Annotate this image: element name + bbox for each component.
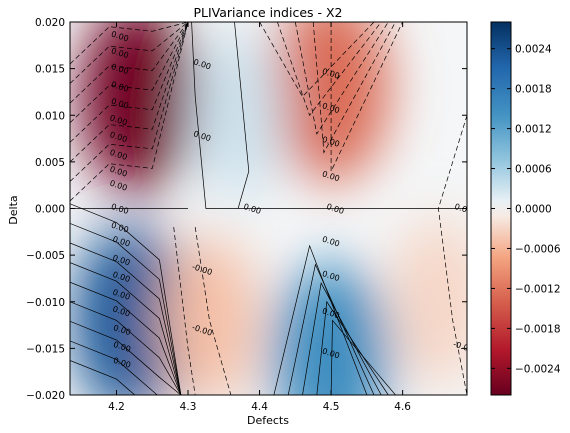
- x-axis-label: Defects: [247, 414, 289, 427]
- colorbar-ticks: 0.0024 0.0018 0.0012 0.0006 0.0000 −0.0006 −0.…: [491, 44, 561, 375]
- contour-line: [259, 22, 375, 98]
- y-tick-label: −0.020: [26, 390, 65, 402]
- heatmap-region-4: [190, 30, 287, 201]
- heatmap-plot-area: 0.000.000.000.000.000.000.000.000.000.00…: [70, 22, 467, 395]
- colorbar-tick-label: −0.0006: [515, 243, 561, 255]
- contour-line: [70, 22, 189, 163]
- y-tick-label: 0.000: [35, 204, 65, 216]
- contour-line: [316, 300, 389, 395]
- contour-line: [287, 263, 375, 395]
- contour-line: [70, 22, 189, 182]
- contour-line: [70, 22, 189, 143]
- heatmap-region-2: [72, 225, 189, 395]
- heatmap-region-3: [273, 262, 390, 395]
- x-tick-label: 4.5: [323, 401, 340, 413]
- contour-line: [70, 340, 181, 395]
- heatmap-region-6: [390, 216, 467, 387]
- x-tick-label: 4.2: [108, 401, 125, 413]
- y-tick-label: −0.005: [26, 250, 65, 262]
- y-tick-label: 0.010: [35, 110, 65, 122]
- contour-line: [277, 22, 382, 117]
- y-tick-label: 0.020: [35, 17, 65, 29]
- contour-line: [70, 223, 182, 395]
- x-tick-label: 4.6: [394, 401, 411, 413]
- y-tick-label: −0.015: [26, 343, 65, 355]
- y-tick-label: 0.005: [35, 157, 65, 169]
- colorbar-tick-label: 0.0012: [515, 124, 552, 136]
- heatmap-field: [72, 22, 467, 395]
- y-tick-label: −0.010: [26, 297, 65, 309]
- contour-line: [70, 22, 189, 104]
- contour-line: [70, 203, 182, 395]
- contour-line: [302, 282, 382, 395]
- y-axis-ticks: −0.020 −0.015 −0.010 −0.005 0.000 0.005 0.010 0…: [26, 17, 467, 402]
- colorbar-tick-label: −0.0018: [515, 323, 561, 335]
- x-tick-label: 4.3: [180, 401, 197, 413]
- heatmap-region-0: [79, 22, 196, 192]
- contour-line: [191, 22, 467, 209]
- chart-title: PLIVariance indices - X2: [193, 5, 342, 20]
- y-axis-label: Delta: [7, 195, 20, 224]
- contour-line: [70, 262, 182, 395]
- contour-line: [273, 244, 368, 395]
- contour-line: [330, 319, 396, 395]
- contour-line: [173, 227, 196, 395]
- contour-line: [70, 360, 181, 395]
- colorbar-tick-label: 0.0024: [515, 44, 552, 56]
- colorbar-tick-label: −0.0024: [515, 363, 561, 375]
- contour-line: [70, 22, 189, 84]
- colorbar-tick-label: 0.0000: [515, 204, 552, 216]
- contour-lines: [70, 22, 467, 395]
- y-tick-label: 0.015: [35, 64, 65, 76]
- contour-line: [234, 22, 250, 209]
- x-tick-label: 4.4: [251, 401, 268, 413]
- contour-line: [438, 115, 467, 395]
- contour-line: [70, 242, 182, 395]
- heatmap-region-5: [161, 235, 258, 395]
- colorbar-tick-label: −0.0012: [515, 283, 561, 295]
- contour-line: [70, 320, 182, 395]
- contour-line: [70, 281, 182, 395]
- contour-line: [312, 22, 396, 154]
- contour-line: [70, 22, 189, 202]
- contour-line: [330, 22, 403, 172]
- x-axis-ticks: 4.2 4.3 4.4 4.5 4.6: [108, 22, 411, 413]
- contour-line: [70, 22, 189, 123]
- colorbar-tick-label: 0.0006: [515, 164, 552, 176]
- contour-line: [70, 301, 182, 395]
- contour-line: [194, 227, 232, 395]
- contour-line: [294, 22, 389, 135]
- contour-line: [70, 22, 189, 65]
- colorbar-tick-label: 0.0018: [515, 84, 552, 96]
